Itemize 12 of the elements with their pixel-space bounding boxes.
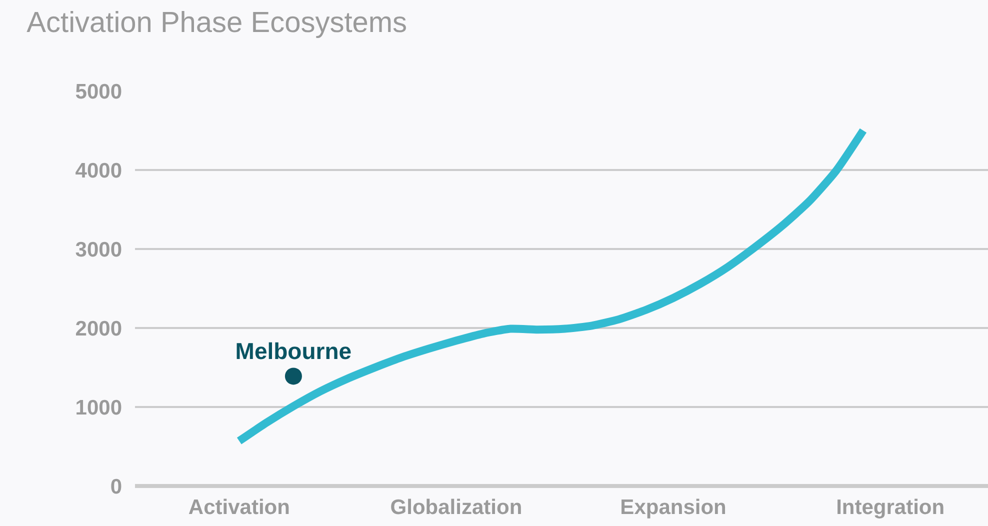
y-tick-label: 3000 [75, 238, 122, 262]
y-tick-label: 2000 [75, 317, 122, 340]
x-tick-label: Expansion [620, 496, 726, 519]
y-tick-label: 1000 [75, 396, 122, 420]
x-tick-label: Integration [836, 496, 945, 519]
x-tick-label: Globalization [390, 496, 522, 519]
y-tick-label: 5000 [75, 80, 122, 104]
y-tick-label: 4000 [75, 159, 122, 182]
x-tick-label: Activation [188, 496, 290, 519]
series-label: Melbourne [235, 338, 352, 364]
chart-title: Activation Phase Ecosystems [26, 7, 408, 40]
y-tick-label: 0 [110, 475, 122, 498]
